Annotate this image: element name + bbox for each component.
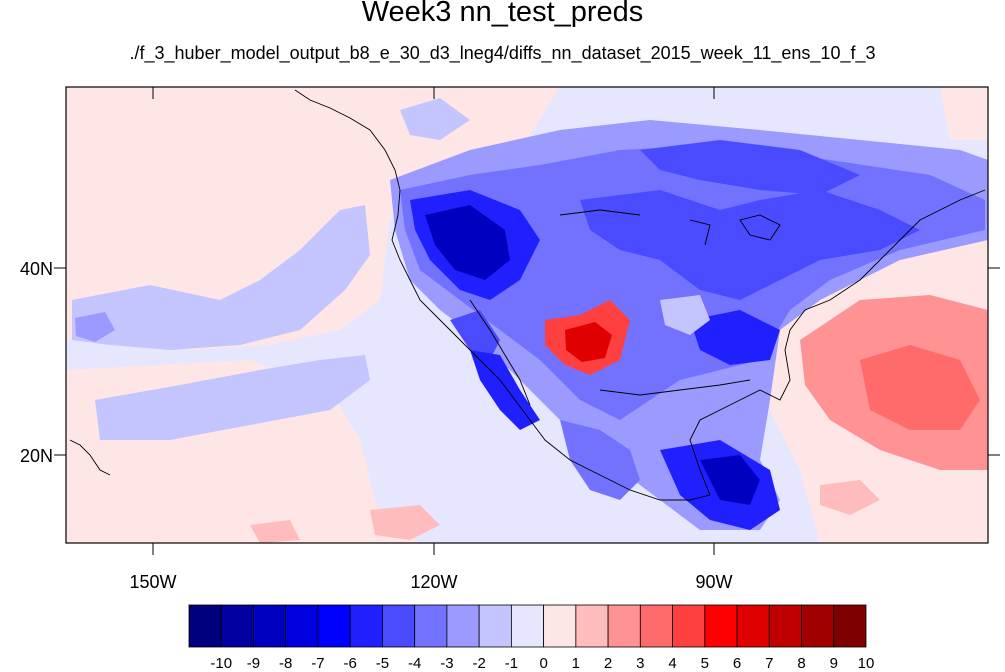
colorbar-tick-label: 7	[765, 655, 773, 672]
lon-label-120w: 120W	[410, 572, 457, 592]
colorbar-swatch	[317, 604, 351, 648]
lon-label-90w: 90W	[695, 572, 732, 592]
colorbar-tick-label: 2	[604, 655, 612, 672]
lat-label-20n: 20N	[20, 446, 53, 466]
colorbar-swatch	[768, 604, 802, 648]
lat-label-40n: 40N	[20, 259, 53, 279]
colorbar-swatch	[220, 604, 254, 648]
colorbar-swatch	[349, 604, 383, 648]
colorbar-swatch	[833, 604, 867, 648]
colorbar-swatch	[510, 604, 545, 648]
colorbar-tick-label: -2	[472, 655, 485, 672]
colorbar-swatch	[575, 604, 609, 648]
colorbar-tick-label: -6	[344, 655, 357, 672]
colorbar-tick-label: 4	[668, 655, 676, 672]
coastlines	[69, 89, 986, 501]
colorbar-tick-label: -10	[210, 655, 232, 672]
colorbar-swatch	[543, 604, 577, 648]
colorbar-swatch	[285, 604, 319, 648]
plot-title: Week3 nn_test_preds	[361, 0, 644, 28]
colorbar-tick-label: 6	[733, 655, 741, 672]
colorbar-swatch	[639, 604, 673, 648]
colorbar-tick-label: -9	[247, 655, 260, 672]
colorbar-tick-label: -8	[279, 655, 292, 672]
colorbar-tick-label: 3	[636, 655, 644, 672]
map-ticks	[54, 87, 1000, 555]
map-panel	[66, 87, 988, 543]
colorbar-swatch	[672, 604, 706, 648]
colorbar-tick-label: 0	[539, 655, 547, 672]
colorbar	[188, 604, 867, 648]
colorbar-swatch	[414, 604, 448, 648]
colorbar-swatch	[446, 604, 480, 648]
colorbar-swatch	[478, 604, 512, 648]
colorbar-swatch	[801, 604, 835, 648]
colorbar-tick-label: 9	[830, 655, 838, 672]
colorbar-swatch	[704, 604, 738, 648]
colorbar-swatch	[607, 604, 641, 648]
colorbar-swatch	[736, 604, 770, 648]
colorbar-labels: -10 -9 -8 -7 -6 -5 -4 -3 -2 -1 0 1 2 3 4 5 6 7 8 9 10	[210, 655, 874, 672]
colorbar-tick-label: 8	[797, 655, 805, 672]
colorbar-tick-label: -5	[376, 655, 389, 672]
plot-subtitle: ./f_3_huber_model_output_b8_e_30_d3_lneg…	[129, 43, 876, 63]
colorbar-swatch	[253, 604, 287, 648]
colorbar-swatch	[188, 604, 222, 648]
colorbar-tick-label: 1	[572, 655, 580, 672]
colorbar-tick-label: -4	[408, 655, 421, 672]
map-frame	[65, 86, 989, 544]
colorbar-tick-label: -3	[440, 655, 453, 672]
colorbar-tick-label: -7	[311, 655, 324, 672]
colorbar-tick-label: 5	[701, 655, 709, 672]
lon-label-150w: 150W	[129, 572, 176, 592]
colorbar-swatch	[382, 604, 416, 648]
colorbar-tick-label: 10	[858, 655, 875, 672]
colorbar-tick-label: -1	[505, 655, 518, 672]
